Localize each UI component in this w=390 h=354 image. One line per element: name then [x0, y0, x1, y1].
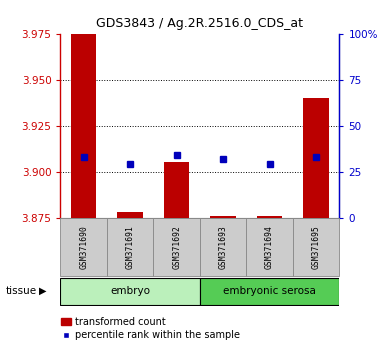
Text: GSM371693: GSM371693 [219, 225, 228, 269]
Legend: transformed count, percentile rank within the sample: transformed count, percentile rank withi… [57, 313, 244, 344]
Bar [107, 218, 153, 276]
Bar [60, 218, 107, 276]
Bar [257, 216, 282, 218]
Bar [153, 218, 200, 276]
Text: GSM371692: GSM371692 [172, 225, 181, 269]
Bar [246, 218, 293, 276]
Bar [117, 212, 143, 218]
Title: GDS3843 / Ag.2R.2516.0_CDS_at: GDS3843 / Ag.2R.2516.0_CDS_at [96, 17, 303, 30]
Bar [164, 162, 190, 218]
Text: embryonic serosa: embryonic serosa [223, 286, 316, 296]
Text: GSM371690: GSM371690 [79, 225, 88, 269]
Bar [200, 218, 246, 276]
Text: embryo: embryo [110, 286, 150, 296]
Bar [200, 278, 339, 305]
Bar [293, 218, 339, 276]
Text: ▶: ▶ [39, 286, 47, 296]
Bar [71, 34, 96, 218]
Bar [303, 98, 329, 218]
Text: GSM371695: GSM371695 [312, 225, 321, 269]
Bar [210, 216, 236, 218]
Text: GSM371691: GSM371691 [126, 225, 135, 269]
Text: tissue: tissue [6, 286, 37, 296]
Text: GSM371694: GSM371694 [265, 225, 274, 269]
Bar [60, 278, 200, 305]
